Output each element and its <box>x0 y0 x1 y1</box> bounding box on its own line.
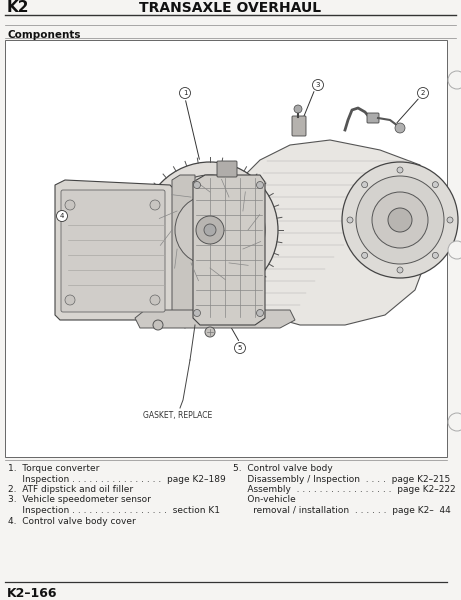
Circle shape <box>256 181 264 188</box>
Circle shape <box>372 192 428 248</box>
Circle shape <box>153 320 163 330</box>
FancyBboxPatch shape <box>61 190 165 312</box>
Text: Components: Components <box>7 30 81 40</box>
Circle shape <box>395 123 405 133</box>
Text: 3.  Vehicle speedometer sensor: 3. Vehicle speedometer sensor <box>8 496 151 505</box>
Circle shape <box>204 224 216 236</box>
Circle shape <box>205 327 215 337</box>
Text: Inspection . . . . . . . . . . . . . . . . .  section K1: Inspection . . . . . . . . . . . . . . .… <box>8 506 220 515</box>
Circle shape <box>432 253 438 259</box>
Text: 3: 3 <box>316 82 320 88</box>
Text: 5.  Control valve body: 5. Control valve body <box>233 464 333 473</box>
Circle shape <box>418 88 429 98</box>
Text: 4: 4 <box>60 213 64 219</box>
Circle shape <box>179 88 190 98</box>
Circle shape <box>150 295 160 305</box>
Circle shape <box>65 295 75 305</box>
Polygon shape <box>135 310 295 328</box>
Circle shape <box>361 253 367 259</box>
Circle shape <box>294 105 302 113</box>
Text: GASKET, REPLACE: GASKET, REPLACE <box>143 411 213 420</box>
Text: Disassembly / Inspection  . . . .  page K2–215: Disassembly / Inspection . . . . page K2… <box>233 475 450 484</box>
Circle shape <box>397 267 403 273</box>
Circle shape <box>388 208 412 232</box>
Text: Inspection . . . . . . . . . . . . . . . .  page K2–189: Inspection . . . . . . . . . . . . . . .… <box>8 475 226 484</box>
Circle shape <box>448 413 461 431</box>
Polygon shape <box>193 175 265 325</box>
Text: 4.  Control valve body cover: 4. Control valve body cover <box>8 517 136 526</box>
Circle shape <box>347 217 353 223</box>
Circle shape <box>150 200 160 210</box>
FancyBboxPatch shape <box>217 161 237 177</box>
Text: K2: K2 <box>7 1 30 16</box>
Circle shape <box>361 182 367 188</box>
FancyBboxPatch shape <box>367 113 379 123</box>
Polygon shape <box>55 180 175 320</box>
Bar <box>5 40 447 457</box>
Circle shape <box>397 167 403 173</box>
Circle shape <box>175 195 245 265</box>
Circle shape <box>447 217 453 223</box>
Circle shape <box>142 162 278 298</box>
Circle shape <box>196 216 224 244</box>
Text: 1: 1 <box>183 90 187 96</box>
Circle shape <box>194 310 201 317</box>
Circle shape <box>235 343 246 353</box>
Text: 5: 5 <box>238 345 242 351</box>
FancyBboxPatch shape <box>292 116 306 136</box>
Text: On-vehicle: On-vehicle <box>233 496 296 505</box>
Circle shape <box>155 175 265 285</box>
Text: Assembly  . . . . . . . . . . . . . . . . .  page K2–222: Assembly . . . . . . . . . . . . . . . .… <box>233 485 455 494</box>
Circle shape <box>313 79 324 91</box>
Text: K2–166: K2–166 <box>7 587 58 600</box>
Polygon shape <box>172 175 195 328</box>
Text: 1.  Torque converter: 1. Torque converter <box>8 464 100 473</box>
Circle shape <box>57 211 67 221</box>
Circle shape <box>356 176 444 264</box>
Text: TRANSAXLE OVERHAUL: TRANSAXLE OVERHAUL <box>139 1 321 15</box>
Polygon shape <box>220 140 435 325</box>
Text: removal / installation  . . . . . .  page K2–  44: removal / installation . . . . . . page … <box>233 506 451 515</box>
Circle shape <box>65 200 75 210</box>
Circle shape <box>194 181 201 188</box>
Circle shape <box>342 162 458 278</box>
Circle shape <box>448 71 461 89</box>
Circle shape <box>432 182 438 188</box>
Circle shape <box>256 310 264 317</box>
Text: 2.  ATF dipstick and oil filler: 2. ATF dipstick and oil filler <box>8 485 133 494</box>
Text: 2: 2 <box>421 90 425 96</box>
Circle shape <box>448 241 461 259</box>
